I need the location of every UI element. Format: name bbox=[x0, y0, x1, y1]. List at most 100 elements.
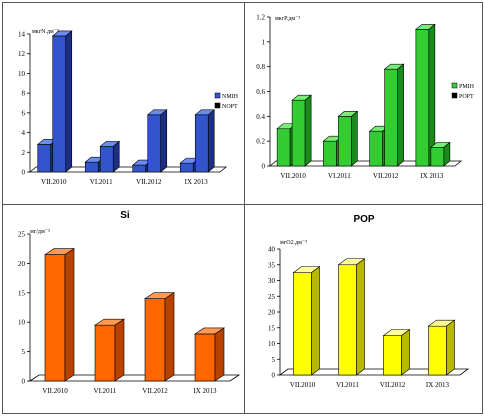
bar-side bbox=[443, 141, 451, 167]
bar bbox=[428, 325, 447, 376]
y-tick-label: 0.2 bbox=[256, 138, 265, 146]
x-tick-label: IX 2013 bbox=[426, 381, 450, 389]
y-unit-label: мгО2.дм⁻³ bbox=[280, 240, 307, 246]
y-tick-label: 0.8 bbox=[256, 63, 265, 71]
chart-panel-3: 0 5 10 15 20 25 30 35 40 мгО2.дм⁻³ POP VII.2010 VI.2… bbox=[268, 214, 470, 389]
y-tick-label: 20 bbox=[268, 309, 276, 317]
bar-side bbox=[311, 266, 320, 376]
bar bbox=[194, 333, 216, 382]
bar-side bbox=[160, 109, 168, 173]
legend-swatch bbox=[451, 92, 458, 99]
legend-swatch bbox=[451, 82, 458, 89]
bar bbox=[323, 140, 337, 167]
bar bbox=[415, 29, 430, 167]
bar-side bbox=[214, 327, 225, 382]
y-tick-label: 10 bbox=[268, 340, 276, 348]
x-tick-label: VII.2010 bbox=[41, 178, 67, 186]
bar bbox=[291, 99, 306, 167]
bar-side bbox=[114, 318, 125, 382]
x-tick-label: IX 2013 bbox=[420, 172, 444, 180]
y-tick-label: 5 bbox=[22, 348, 26, 356]
bar-side bbox=[351, 110, 358, 167]
bar bbox=[384, 68, 398, 167]
bar-side bbox=[397, 63, 404, 167]
y-tick-label: 10 bbox=[18, 319, 26, 327]
bar bbox=[84, 161, 99, 173]
bar bbox=[44, 254, 66, 382]
y-tick-label: 10 bbox=[18, 70, 26, 78]
y-tick-label: 8 bbox=[22, 90, 26, 98]
y-tick-label: 5 bbox=[272, 356, 276, 364]
y-tick-label: 0 bbox=[22, 169, 26, 177]
x-tick-label: VII.2012 bbox=[142, 387, 168, 395]
x-tick-label: VII.2012 bbox=[373, 172, 399, 180]
bar bbox=[52, 35, 67, 173]
bar bbox=[144, 298, 166, 382]
y-tick-label: 1.2 bbox=[256, 14, 265, 22]
panel-divider-vertical bbox=[244, 2, 245, 414]
bar-side bbox=[304, 94, 312, 167]
legend-label: NMIH bbox=[222, 94, 239, 100]
bar-side bbox=[207, 109, 215, 173]
bar bbox=[276, 128, 291, 167]
bar bbox=[37, 144, 52, 173]
x-tick-label: VI.2011 bbox=[90, 178, 113, 186]
y-tick-label: 0.6 bbox=[256, 88, 265, 96]
y-tick-label: 15 bbox=[268, 324, 276, 332]
bar bbox=[132, 164, 147, 173]
y-unit-label: мкгP.дм⁻³ bbox=[275, 16, 300, 22]
y-tick-label: 40 bbox=[268, 246, 276, 254]
y-tick-label: 14 bbox=[18, 31, 26, 39]
x-tick-label: IX 2013 bbox=[185, 178, 209, 186]
bar bbox=[369, 130, 383, 167]
bar bbox=[383, 335, 402, 376]
x-tick-label: VI.2011 bbox=[336, 381, 359, 389]
y-tick-label: 0.4 bbox=[256, 113, 265, 121]
legend-label: PMIH bbox=[459, 84, 475, 90]
legend-swatch bbox=[214, 92, 221, 99]
x-tick-label: VII.2010 bbox=[290, 381, 316, 389]
bar bbox=[94, 324, 116, 382]
bar-side bbox=[446, 319, 455, 376]
bar-side bbox=[164, 292, 175, 382]
y-tick-label: 30 bbox=[268, 277, 276, 285]
legend-label: POPT bbox=[459, 94, 474, 100]
y-tick-label: 25 bbox=[18, 231, 26, 239]
y-tick-label: 25 bbox=[268, 293, 276, 301]
x-tick-label: VI.2011 bbox=[328, 172, 351, 180]
y-tick-label: 1 bbox=[262, 38, 266, 46]
x-tick-label: VII.2012 bbox=[136, 178, 162, 186]
y-tick-label: 0 bbox=[262, 163, 266, 171]
y-tick-label: 6 bbox=[22, 109, 26, 117]
bar bbox=[147, 114, 162, 173]
chart-panel-1: 0 0.2 0.4 0.6 0.8 1 1.2 мкгP.дм⁻³ VII.2010 VI.201… bbox=[256, 14, 474, 181]
x-tick-label: VII.2012 bbox=[380, 381, 406, 389]
y-tick-label: 2 bbox=[22, 149, 26, 157]
chart-panel-2: 0 5 10 15 20 25 мг/дм⁻³ Si VII.2010 VI.2011 VII.20… bbox=[18, 210, 241, 395]
bar-side bbox=[356, 258, 365, 376]
y-tick-label: 20 bbox=[18, 260, 26, 268]
legend-swatch bbox=[214, 102, 221, 109]
y-unit-label: мкгN.дм⁻³ bbox=[32, 29, 59, 35]
bar-side bbox=[401, 329, 410, 376]
legend-label: NOPT bbox=[222, 104, 238, 110]
panel-divider-horizontal bbox=[2, 204, 483, 205]
x-tick-label: VI.2011 bbox=[94, 387, 117, 395]
chart-panel-0: 0 2 4 6 8 10 12 14 мкгN.дм⁻³ VII.2010 VI.2011 VII.2… bbox=[18, 29, 239, 186]
bar bbox=[338, 264, 357, 376]
y-tick-label: 15 bbox=[18, 289, 26, 297]
bar-side bbox=[65, 30, 73, 173]
bar-side bbox=[64, 248, 75, 382]
chart-title: Si bbox=[120, 210, 130, 221]
y-tick-label: 35 bbox=[268, 261, 276, 269]
bar bbox=[194, 114, 209, 173]
bar-side bbox=[112, 140, 120, 173]
x-tick-label: VII.2010 bbox=[280, 172, 306, 180]
y-tick-label: 4 bbox=[22, 129, 26, 137]
x-tick-label: VII.2010 bbox=[42, 387, 68, 395]
y-unit-label: мг/дм⁻³ bbox=[30, 229, 50, 235]
bar bbox=[338, 116, 352, 167]
y-tick-label: 0 bbox=[22, 378, 26, 386]
